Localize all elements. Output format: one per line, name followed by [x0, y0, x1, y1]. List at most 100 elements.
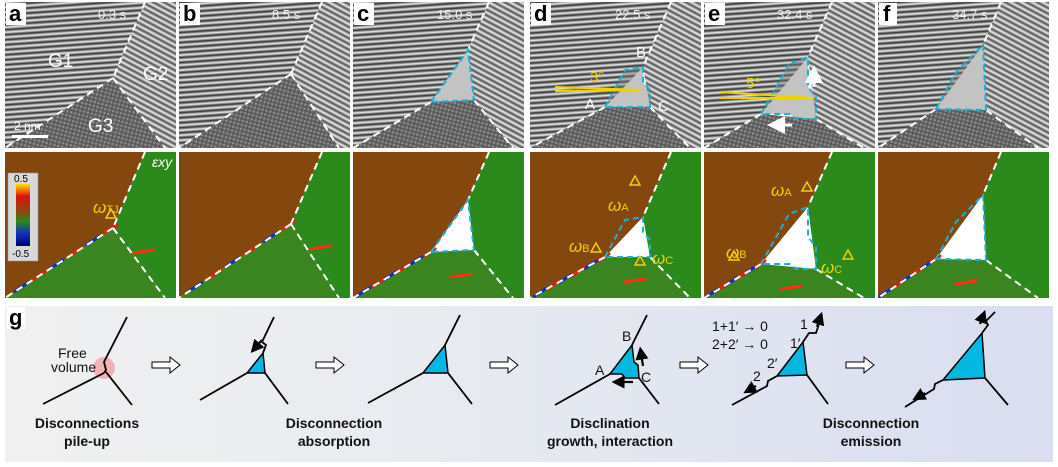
- boundary-line: [199, 372, 248, 401]
- motion-arrow-icon: [743, 380, 759, 394]
- omega-subscript-b: B: [582, 243, 589, 255]
- grain-boundary: [807, 152, 833, 208]
- boundary-line: [444, 314, 461, 346]
- strain-map-panel: [878, 152, 1049, 298]
- strain-region-g1: [878, 152, 1001, 298]
- grain-g2: [113, 2, 176, 148]
- panel-content: [530, 152, 701, 298]
- strain-map-panel: [530, 152, 701, 298]
- grain-g2: [643, 2, 701, 148]
- grain-label-g2: G2: [143, 64, 168, 85]
- grain-g3: [530, 107, 690, 148]
- grain-label-g1: G1: [48, 51, 73, 72]
- grain-g1: [179, 2, 322, 148]
- grain-boundary: [112, 152, 146, 229]
- grain-g3: [179, 74, 339, 148]
- panel-content: [530, 2, 701, 148]
- disclination-outline: [934, 42, 988, 112]
- caption: Disconnections: [35, 415, 139, 431]
- point-label-b: B: [636, 44, 646, 61]
- angle-label-d: 3°: [590, 69, 604, 86]
- point-label-c: C: [658, 98, 669, 115]
- motion-arrow-icon: [811, 311, 825, 328]
- colorbar: 0.5 -0.5: [7, 172, 39, 262]
- grain-g1: [353, 2, 489, 148]
- triangle-marker: [104, 207, 118, 219]
- grain-boundary: [290, 223, 340, 298]
- boundary-line: [984, 377, 1009, 406]
- motion-arrow-icon: [635, 346, 649, 367]
- hrtem-image-panel: [878, 2, 1049, 148]
- grain-label-g3: G3: [88, 116, 113, 137]
- angle-line: [554, 89, 643, 92]
- boundary-line: [42, 372, 105, 405]
- strain-streak: [131, 248, 155, 255]
- process-arrow-icon: [845, 355, 875, 375]
- caption: growth, interaction: [547, 433, 673, 449]
- strain-region-g3: [704, 264, 864, 298]
- svg-text:ωTJ: ωTJ: [93, 198, 118, 217]
- schematic-label-b: B: [622, 328, 631, 344]
- panel-content: [5, 152, 176, 298]
- disclination-outline: [934, 192, 988, 262]
- hrtem-image-panel: [5, 2, 176, 148]
- boundary-line: [103, 316, 128, 374]
- grain-boundary: [112, 77, 166, 148]
- schematic-label-c: C: [641, 369, 651, 385]
- strain-region-g1: [179, 152, 322, 298]
- omega: ω: [608, 196, 621, 215]
- boundary-line: [105, 371, 133, 406]
- disclination-outline: [759, 205, 817, 270]
- grain-boundary: [985, 259, 1039, 298]
- timestamps: 0.3 s 8.5 s 15.0 s 22.5 s 32.4 s 34.7 s: [98, 7, 988, 22]
- triangle-marker: [589, 241, 603, 253]
- strain-region-g2: [808, 152, 875, 298]
- panel-label-c: c: [357, 1, 369, 26]
- boundary-line: [806, 374, 829, 405]
- panel-content: [353, 2, 524, 148]
- disclination-region: [936, 45, 986, 110]
- strain-streak: [954, 279, 978, 286]
- schematic-panel: g Free volume A B C 1+1′ → 0 2+2′ → 0 1 …: [5, 305, 1053, 462]
- grain-boundary: [473, 99, 514, 148]
- grain-boundary: [290, 73, 340, 148]
- grain-boundary: [649, 106, 691, 148]
- mark-1-prime: 1′: [790, 335, 801, 351]
- caption: Disconnection: [286, 415, 382, 431]
- grain-boundary: [530, 256, 606, 298]
- grain-boundary: [353, 101, 432, 148]
- mark-1: 1: [800, 316, 808, 332]
- boundary-line: [367, 372, 424, 404]
- omega: ω: [93, 198, 106, 217]
- caption: emission: [841, 433, 902, 449]
- panel-content: [878, 2, 1049, 148]
- panel-content: [179, 152, 350, 298]
- omega-subscript-b: B: [739, 249, 746, 261]
- strain-component-label: εxy: [152, 154, 173, 170]
- strain-region-g1: [5, 152, 145, 298]
- disclination-outline: [603, 65, 651, 108]
- grain-boundary: [985, 109, 1039, 148]
- grain-g2: [808, 2, 875, 148]
- svg-text:ωB: ωB: [726, 243, 747, 262]
- grain-boundary: [353, 251, 432, 298]
- process-arrow-icon: [151, 355, 181, 375]
- disclination-region: [761, 57, 816, 119]
- grain-g1: [530, 2, 671, 148]
- process-arrow-icon: [315, 355, 345, 375]
- boundary-line: [638, 377, 660, 405]
- panel-content: [704, 2, 875, 148]
- omega-labels: ωTJ ωA ωB ωC ωA ωB ωC: [93, 181, 842, 277]
- strain-region-g1: [530, 152, 671, 298]
- omega: ω: [821, 258, 834, 277]
- strain-region-g3: [530, 257, 690, 298]
- mark-2-prime: 2′: [767, 355, 778, 371]
- disclination-region: [605, 67, 650, 107]
- grain-boundary: [5, 77, 114, 148]
- disclination-outline: [428, 197, 476, 254]
- grain-boundary: [815, 118, 865, 148]
- strain-region-g2: [643, 152, 701, 298]
- grain-g3: [878, 109, 1038, 148]
- schematic-label-a: A: [595, 362, 605, 378]
- panels: [5, 2, 1049, 298]
